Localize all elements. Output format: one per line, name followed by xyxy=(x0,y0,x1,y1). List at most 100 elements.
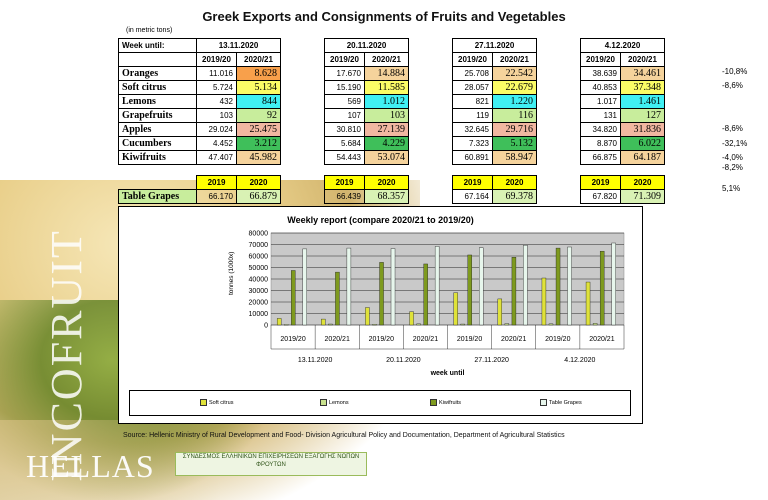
cell-2020-21: 25.475 xyxy=(236,122,281,137)
bar-lemons xyxy=(460,323,465,326)
week-1: 13.11.2020 xyxy=(196,38,281,53)
grapes-row: Table Grapes 66.170 66.879 66.439 68.357… xyxy=(118,189,665,204)
y-tick-label: 30000 xyxy=(249,288,269,295)
row-percent: -4,0% xyxy=(722,152,743,162)
table-grapes-table: 2019 2020 2019 2020 2019 2020 2019 2020 … xyxy=(118,175,665,204)
cell-2020-21: 5.134 xyxy=(236,80,281,95)
x-tick-label: 2019/20 xyxy=(280,336,305,343)
y-tick-label: 50000 xyxy=(249,265,269,272)
x-group-label: 13.11.2020 xyxy=(298,357,333,364)
unit-note: (in metric tons) xyxy=(126,27,173,34)
bar-kiwifruits xyxy=(291,270,296,326)
x-tick-label: 2020/21 xyxy=(589,336,614,343)
cell-2020-21: 14.884 xyxy=(364,66,409,81)
stamp-logo: ΣΥΝΔΕΣΜΟΣ ΕΛΛΗΝΙΚΩΝ ΕΠΙΧΕΙΡΗΣΕΩΝ ΕΞΑΓΩΓΗ… xyxy=(175,452,367,476)
x-tick-label: 2020/21 xyxy=(501,336,526,343)
cell-2020-21: 1.461 xyxy=(620,94,665,109)
bar-kiwifruits xyxy=(423,263,428,326)
table-row: Grapefruits 103 92 107 103 119 116 131 127 xyxy=(118,108,665,123)
cell-2019-20: 54.443 xyxy=(324,150,365,165)
bar-lemons xyxy=(328,323,333,326)
cell-2019-20: 7.323 xyxy=(452,136,493,151)
cell-2019-20: 8.870 xyxy=(580,136,621,151)
bar-table-grapes xyxy=(479,247,484,326)
cell-2019-20: 38.639 xyxy=(580,66,621,81)
cell-2019-20: 103 xyxy=(196,108,237,123)
week-header-row: Week until: 13.11.2020 20.11.2020 27.11.… xyxy=(118,38,665,53)
bar-lemons xyxy=(592,323,598,326)
row-label: Apples xyxy=(118,122,197,137)
cell-2019-20: 32.645 xyxy=(452,122,493,137)
y-tick-label: 0 xyxy=(264,323,268,330)
bar-lemons xyxy=(372,324,377,326)
row-label: Lemons xyxy=(118,94,197,109)
cell-2019-20: 119 xyxy=(452,108,493,123)
x-axis-label: week until xyxy=(430,370,465,377)
cell-2020-21: 29.716 xyxy=(492,122,537,137)
cell-2019-20: 107 xyxy=(324,108,365,123)
cell-2019-20: 4.452 xyxy=(196,136,237,151)
table-row: Soft citrus 5.724 5.134 15.190 11.585 28.057 2… xyxy=(118,80,665,95)
total-percent: -8,2% xyxy=(722,163,743,172)
cell-2020-21: 22.542 xyxy=(492,66,537,81)
cell-2020-21: 116 xyxy=(492,108,537,123)
cell-2019-20: 66.875 xyxy=(580,150,621,165)
cell-2019-20: 11.016 xyxy=(196,66,237,81)
y-tick-label: 70000 xyxy=(249,242,269,249)
chart-plot: 0 10000 20000 30000 40000 50000 60000 70000 8000… xyxy=(228,231,625,377)
row-label: Cucumbers xyxy=(118,136,197,151)
table-row: Kiwifruits 47.407 45.982 54.443 53.074 60.891… xyxy=(118,150,665,165)
bar-kiwifruits xyxy=(599,250,605,326)
cell-2019-20: 1.017 xyxy=(580,94,621,109)
bar-table-grapes xyxy=(567,246,572,326)
weekly-chart: Weekly report (compare 2020/21 to 2019/2… xyxy=(118,206,643,424)
y-axis-label: tonnes (1000x) xyxy=(228,252,235,295)
cell-2019-20: 25.708 xyxy=(452,66,493,81)
x-group-label: 27.11.2020 xyxy=(474,357,509,364)
cell-2019-20: 28.057 xyxy=(452,80,493,95)
row-label: Kiwifruits xyxy=(118,150,197,165)
bar-soft-citrus xyxy=(497,298,503,326)
bar-lemons xyxy=(284,324,289,326)
table-row: Cucumbers 4.452 3.212 5.684 4.229 7.323 5.132 8… xyxy=(118,136,665,151)
bar-soft-citrus xyxy=(276,318,282,326)
bar-soft-citrus xyxy=(409,311,414,326)
bar-table-grapes xyxy=(434,246,440,326)
x-tick-label: 2019/20 xyxy=(545,336,570,343)
bar-kiwifruits xyxy=(555,247,561,326)
x-tick-label: 2019/20 xyxy=(369,336,394,343)
y-tick-label: 80000 xyxy=(249,231,269,238)
x-group-label: 20.11.2020 xyxy=(386,357,421,364)
cell-2020-21: 31.836 xyxy=(620,122,665,137)
bar-soft-citrus xyxy=(365,307,370,326)
cell-2020-21: 844 xyxy=(236,94,281,109)
season-header-row: 2019/20 2020/21 2019/20 2020/21 2019/20 … xyxy=(118,52,665,67)
bar-kiwifruits xyxy=(511,257,517,326)
legend-lemons: Lemons xyxy=(320,399,349,406)
table-row: Oranges 11.016 8.628 17.670 14.884 25.708 22.5… xyxy=(118,66,665,81)
x-group-label: 4.12.2020 xyxy=(564,357,595,364)
cell-2020-21: 11.585 xyxy=(364,80,409,95)
bar-lemons xyxy=(416,323,421,326)
cell-2019-20: 821 xyxy=(452,94,493,109)
y-tick-label: 40000 xyxy=(249,277,269,284)
row-percent: -8,6% xyxy=(722,124,743,134)
x-tick-label: 2020/21 xyxy=(325,336,350,343)
bar-table-grapes xyxy=(611,242,616,326)
cell-2019-20: 30.810 xyxy=(324,122,365,137)
cell-2020-21: 103 xyxy=(364,108,409,123)
cell-2019-20: 60.891 xyxy=(452,150,493,165)
row-percent: -10,8% xyxy=(722,67,748,76)
source-note: Source: Hellenic Ministry of Rural Devel… xyxy=(123,432,565,439)
exports-table: Week until: 13.11.2020 20.11.2020 27.11.… xyxy=(118,38,665,165)
cell-2020-21: 34.461 xyxy=(620,66,665,81)
cell-2020-21: 45.982 xyxy=(236,150,281,165)
cell-2019-20: 40.853 xyxy=(580,80,621,95)
cell-2020-21: 5.132 xyxy=(492,136,537,151)
cell-2020-21: 8.628 xyxy=(236,66,281,81)
watermark-text: INCOFRUIT xyxy=(41,229,91,482)
cell-2019-20: 15.190 xyxy=(324,80,365,95)
cell-2020-21: 127 xyxy=(620,108,665,123)
cell-2019-20: 131 xyxy=(580,108,621,123)
table-row: Apples 29.024 25.475 30.810 27.139 32.645 29.7… xyxy=(118,122,665,137)
